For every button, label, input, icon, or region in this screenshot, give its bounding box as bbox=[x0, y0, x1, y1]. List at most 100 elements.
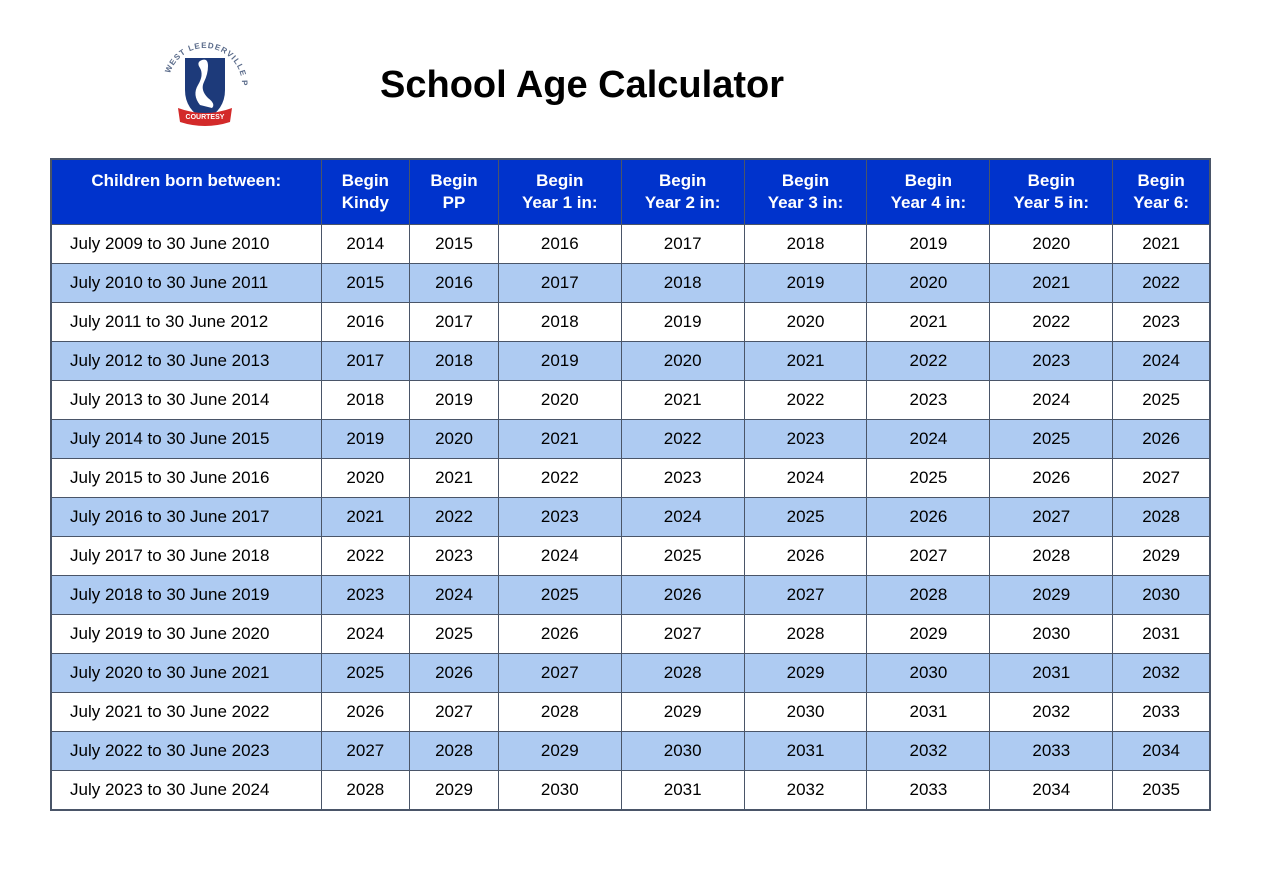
year-cell: 2017 bbox=[410, 303, 499, 342]
year-cell: 2017 bbox=[498, 264, 621, 303]
year-cell: 2030 bbox=[498, 771, 621, 811]
year-cell: 2022 bbox=[410, 498, 499, 537]
year-cell: 2027 bbox=[321, 732, 410, 771]
year-cell: 2018 bbox=[321, 381, 410, 420]
column-header: BeginYear 1 in: bbox=[498, 159, 621, 225]
year-cell: 2033 bbox=[990, 732, 1113, 771]
year-cell: 2018 bbox=[410, 342, 499, 381]
year-cell: 2024 bbox=[621, 498, 744, 537]
year-cell: 2019 bbox=[321, 420, 410, 459]
table-body: July 2009 to 30 June 2010201420152016201… bbox=[51, 225, 1210, 811]
year-cell: 2020 bbox=[498, 381, 621, 420]
table-row: July 2014 to 30 June 2015201920202021202… bbox=[51, 420, 1210, 459]
year-cell: 2018 bbox=[498, 303, 621, 342]
column-header: BeginYear 4 in: bbox=[867, 159, 990, 225]
birth-range-cell: July 2012 to 30 June 2013 bbox=[51, 342, 321, 381]
year-cell: 2033 bbox=[1113, 693, 1210, 732]
table-row: July 2016 to 30 June 2017202120222023202… bbox=[51, 498, 1210, 537]
birth-range-cell: July 2011 to 30 June 2012 bbox=[51, 303, 321, 342]
year-cell: 2023 bbox=[498, 498, 621, 537]
year-cell: 2032 bbox=[1113, 654, 1210, 693]
year-cell: 2028 bbox=[621, 654, 744, 693]
year-cell: 2027 bbox=[498, 654, 621, 693]
year-cell: 2022 bbox=[867, 342, 990, 381]
year-cell: 2020 bbox=[621, 342, 744, 381]
page-title: School Age Calculator bbox=[380, 64, 784, 107]
table-header: Children born between:BeginKindyBeginPPB… bbox=[51, 159, 1210, 225]
year-cell: 2029 bbox=[1113, 537, 1210, 576]
year-cell: 2032 bbox=[990, 693, 1113, 732]
birth-range-cell: July 2021 to 30 June 2022 bbox=[51, 693, 321, 732]
year-cell: 2024 bbox=[867, 420, 990, 459]
year-cell: 2018 bbox=[621, 264, 744, 303]
year-cell: 2024 bbox=[410, 576, 499, 615]
table-row: July 2012 to 30 June 2013201720182019202… bbox=[51, 342, 1210, 381]
year-cell: 2028 bbox=[990, 537, 1113, 576]
table-row: July 2015 to 30 June 2016202020212022202… bbox=[51, 459, 1210, 498]
year-cell: 2022 bbox=[1113, 264, 1210, 303]
table-row: July 2013 to 30 June 2014201820192020202… bbox=[51, 381, 1210, 420]
year-cell: 2019 bbox=[410, 381, 499, 420]
year-cell: 2034 bbox=[990, 771, 1113, 811]
table-row: July 2010 to 30 June 2011201520162017201… bbox=[51, 264, 1210, 303]
year-cell: 2030 bbox=[1113, 576, 1210, 615]
year-cell: 2033 bbox=[867, 771, 990, 811]
year-cell: 2028 bbox=[410, 732, 499, 771]
year-cell: 2022 bbox=[498, 459, 621, 498]
year-cell: 2023 bbox=[410, 537, 499, 576]
year-cell: 2026 bbox=[410, 654, 499, 693]
year-cell: 2029 bbox=[744, 654, 867, 693]
age-calculator-table: Children born between:BeginKindyBeginPPB… bbox=[50, 158, 1211, 811]
year-cell: 2025 bbox=[1113, 381, 1210, 420]
year-cell: 2024 bbox=[990, 381, 1113, 420]
year-cell: 2031 bbox=[867, 693, 990, 732]
table-row: July 2011 to 30 June 2012201620172018201… bbox=[51, 303, 1210, 342]
birth-range-cell: July 2018 to 30 June 2019 bbox=[51, 576, 321, 615]
year-cell: 2029 bbox=[990, 576, 1113, 615]
year-cell: 2018 bbox=[744, 225, 867, 264]
year-cell: 2022 bbox=[321, 537, 410, 576]
table-row: July 2018 to 30 June 2019202320242025 202… bbox=[51, 576, 1210, 615]
birth-range-cell: July 2016 to 30 June 2017 bbox=[51, 498, 321, 537]
year-cell: 2027 bbox=[990, 498, 1113, 537]
year-cell: 2025 bbox=[621, 537, 744, 576]
year-cell: 2023 bbox=[621, 459, 744, 498]
year-cell: 2029 bbox=[498, 732, 621, 771]
year-cell: 2029 bbox=[621, 693, 744, 732]
year-cell: 2025 bbox=[410, 615, 499, 654]
year-cell: 2023 bbox=[321, 576, 410, 615]
year-cell: 2025 bbox=[498, 576, 621, 615]
column-header: BeginKindy bbox=[321, 159, 410, 225]
year-cell: 2021 bbox=[621, 381, 744, 420]
table-row: July 2020 to 30 June 2021202520262027202… bbox=[51, 654, 1210, 693]
year-cell: 2027 bbox=[1113, 459, 1210, 498]
year-cell: 2023 bbox=[990, 342, 1113, 381]
year-cell: 2016 bbox=[321, 303, 410, 342]
year-cell: 2021 bbox=[321, 498, 410, 537]
page-header: WEST LEEDERVILLE PRIMARY COURTESY School… bbox=[50, 30, 1211, 140]
year-cell: 2022 bbox=[744, 381, 867, 420]
year-cell: 2026 bbox=[498, 615, 621, 654]
year-cell: 2030 bbox=[744, 693, 867, 732]
table-row: July 2021 to 30 June 2022202620272028202… bbox=[51, 693, 1210, 732]
year-cell: 2031 bbox=[990, 654, 1113, 693]
birth-range-cell: July 2019 to 30 June 2020 bbox=[51, 615, 321, 654]
year-cell: 2014 bbox=[321, 225, 410, 264]
year-cell: 2028 bbox=[321, 771, 410, 811]
table-row: July 2009 to 30 June 2010201420152016201… bbox=[51, 225, 1210, 264]
column-header: Children born between: bbox=[51, 159, 321, 225]
year-cell: 2024 bbox=[744, 459, 867, 498]
table-row: July 2017 to 30 June 2018202220232024202… bbox=[51, 537, 1210, 576]
year-cell: 2021 bbox=[498, 420, 621, 459]
year-cell: 2025 bbox=[744, 498, 867, 537]
year-cell: 2026 bbox=[990, 459, 1113, 498]
year-cell: 2021 bbox=[410, 459, 499, 498]
column-header: BeginYear 2 in: bbox=[621, 159, 744, 225]
year-cell: 2025 bbox=[990, 420, 1113, 459]
year-cell: 2027 bbox=[867, 537, 990, 576]
year-cell: 2032 bbox=[744, 771, 867, 811]
year-cell: 2028 bbox=[1113, 498, 1210, 537]
year-cell: 2019 bbox=[498, 342, 621, 381]
year-cell: 2035 bbox=[1113, 771, 1210, 811]
year-cell: 2026 bbox=[867, 498, 990, 537]
